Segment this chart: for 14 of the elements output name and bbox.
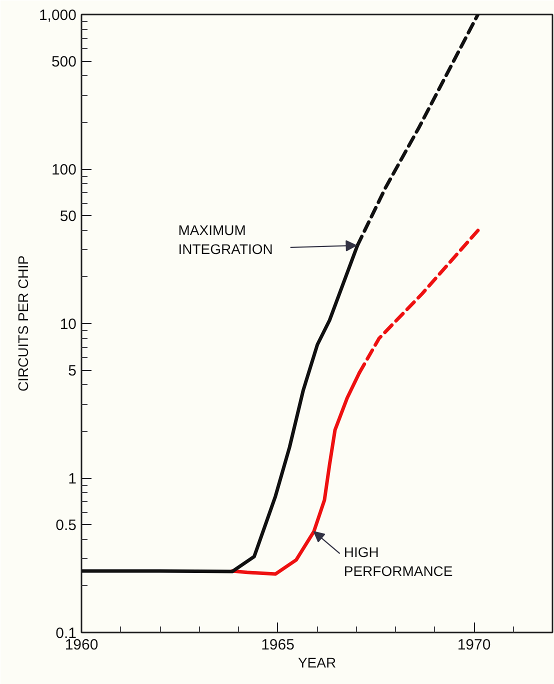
annotation: HIGH PERFORMANCE — [344, 544, 453, 580]
y-tick-label: 1 — [68, 470, 76, 488]
y-tick-label: 50 — [60, 208, 77, 226]
y-axis-title: CIRCUITS PER CHIP — [14, 255, 31, 392]
y-tick-label: 100 — [51, 162, 77, 178]
x-tick-label: 1970 — [457, 636, 491, 654]
y-tick-label: 1,000 — [38, 7, 77, 24]
x-tick-label: 1965 — [261, 636, 294, 654]
annotation: MAXIMUM INTEGRATION — [178, 222, 273, 258]
y-tick-label: 500 — [51, 54, 77, 71]
x-axis-title: YEAR — [298, 654, 336, 670]
y-tick-label: 5 — [68, 362, 76, 380]
y-tick-label: 0.5 — [56, 517, 77, 534]
y-tick-label: 10 — [60, 316, 77, 333]
